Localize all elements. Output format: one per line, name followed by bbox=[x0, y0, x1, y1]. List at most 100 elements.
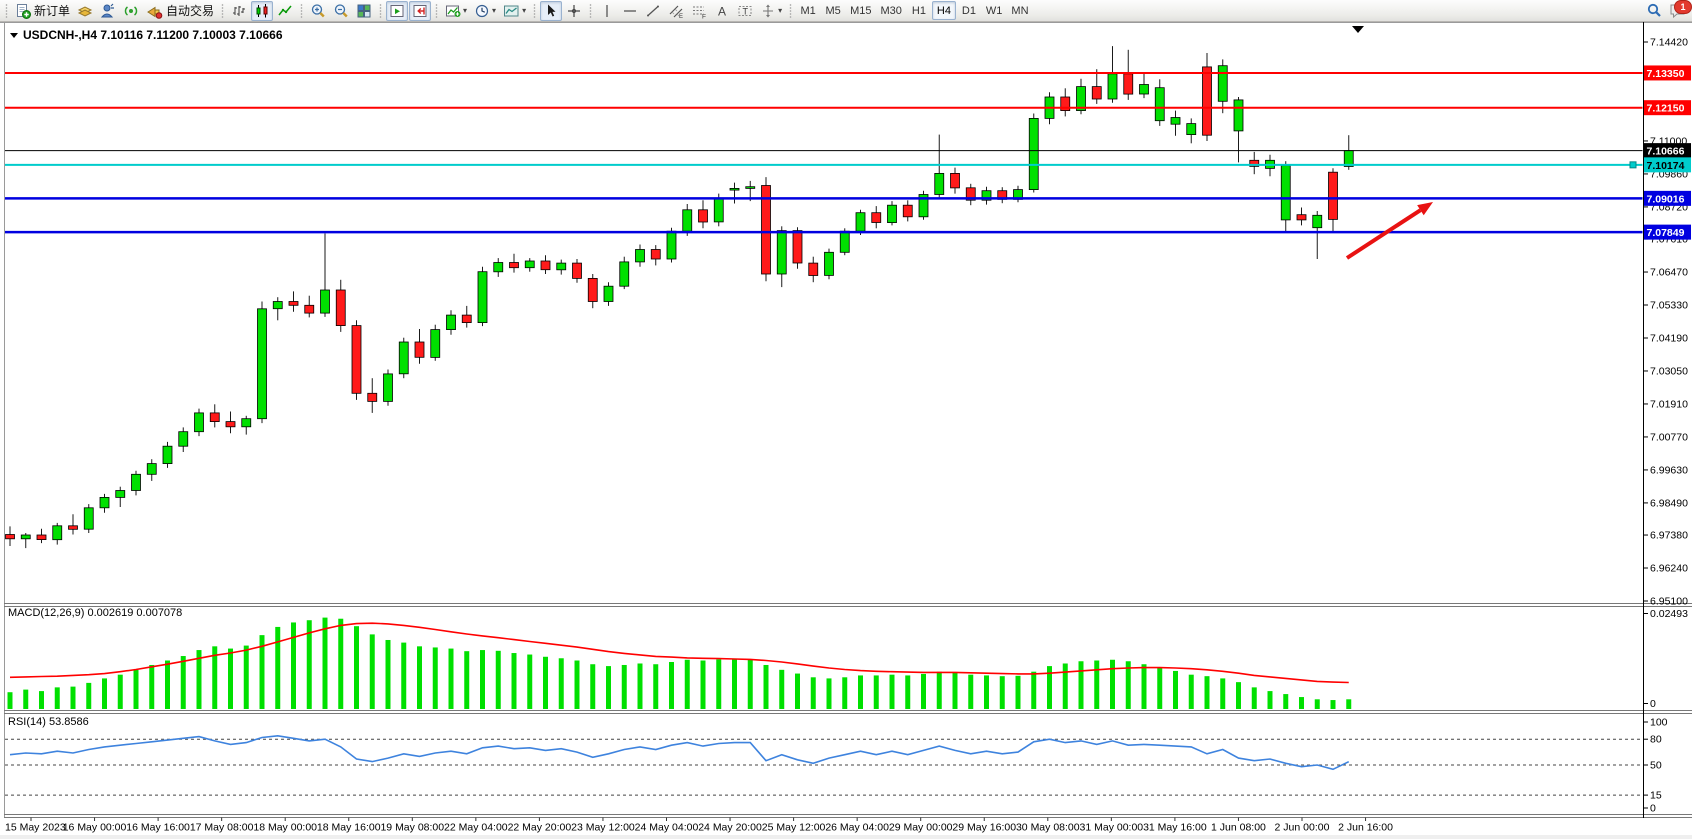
chat-button[interactable]: 1 bbox=[1666, 0, 1692, 21]
candle-bullish bbox=[241, 418, 252, 428]
gold-layers-icon bbox=[77, 5, 93, 17]
time-tick-label: 18 May 16:00 bbox=[317, 822, 381, 834]
macd-histogram-bar bbox=[417, 646, 422, 709]
tile-windows-icon bbox=[357, 4, 371, 17]
toolbar-drag-handle bbox=[4, 2, 9, 19]
cursor-tool-button[interactable] bbox=[540, 0, 563, 21]
text-label-tool-button[interactable]: T bbox=[734, 1, 756, 21]
rsi-line bbox=[9, 734, 1350, 771]
text-tool-button[interactable]: A bbox=[711, 1, 733, 21]
arrows-tool-button[interactable]: ▾ bbox=[757, 1, 785, 21]
candle-bearish bbox=[587, 277, 598, 302]
candle-bullish bbox=[83, 507, 94, 530]
market-watch-button[interactable] bbox=[97, 1, 119, 21]
tile-windows-button[interactable] bbox=[353, 1, 375, 21]
panel-frames bbox=[0, 22, 1692, 839]
macd-histogram-bar bbox=[1094, 660, 1100, 709]
candle-bullish bbox=[934, 172, 945, 195]
ask-line-handle[interactable] bbox=[1629, 161, 1637, 169]
macd-histogram-bar bbox=[338, 618, 344, 709]
zoom-out-button[interactable] bbox=[330, 1, 352, 21]
profiles-button[interactable] bbox=[74, 1, 96, 21]
search-button[interactable] bbox=[1643, 1, 1666, 21]
svg-text:T: T bbox=[743, 6, 749, 16]
auto-scroll-icon bbox=[390, 4, 404, 17]
chart-title: USDCNH-,H4 7.10116 7.11200 7.10003 7.106… bbox=[23, 28, 283, 42]
crosshair-tool-button[interactable] bbox=[563, 1, 585, 21]
horizontal-line-tool-button[interactable] bbox=[619, 1, 641, 21]
candle-bullish bbox=[398, 341, 409, 375]
price-tick-label: 7.05330 bbox=[1650, 300, 1688, 312]
shift-marker[interactable] bbox=[1352, 26, 1364, 33]
macd-histogram-bar bbox=[1314, 699, 1320, 709]
rsi-scale-label: 100 bbox=[1650, 717, 1668, 729]
macd-histogram-bar bbox=[401, 642, 407, 709]
line-chart-mode-button[interactable] bbox=[274, 1, 296, 21]
macd-histogram-bar bbox=[747, 659, 753, 709]
chart-title-bar[interactable]: USDCNH-,H4 7.10116 7.11200 7.10003 7.106… bbox=[10, 28, 283, 42]
candle-bearish bbox=[792, 230, 803, 264]
auto-trading-button[interactable]: 自动交易 bbox=[143, 1, 217, 21]
time-tick-label: 1 Jun 08:00 bbox=[1211, 822, 1266, 834]
time-tick-label: 29 May 16:00 bbox=[952, 822, 1016, 834]
macd-histogram-bar bbox=[637, 663, 643, 709]
time-tick-label: 26 May 04:00 bbox=[825, 822, 889, 834]
candle-bearish bbox=[509, 262, 519, 269]
templates-button[interactable]: ▾ bbox=[500, 1, 529, 21]
chart-shift-button[interactable] bbox=[409, 0, 432, 21]
time-tick-label: 29 May 00:00 bbox=[889, 822, 953, 834]
zoom-in-button[interactable] bbox=[307, 1, 329, 21]
indicators-button[interactable]: ▾ bbox=[442, 1, 470, 21]
tab-timeframe-D1[interactable]: D1 bbox=[961, 4, 976, 17]
channel-tool-button[interactable]: E bbox=[665, 1, 687, 21]
candle-bullish bbox=[635, 249, 645, 263]
auto-scroll-button[interactable] bbox=[386, 0, 409, 21]
trendline-tool-button[interactable] bbox=[642, 1, 664, 21]
price-badge bbox=[1644, 100, 1691, 116]
macd-histogram-bar bbox=[763, 664, 769, 709]
candle-bearish bbox=[1060, 96, 1071, 112]
macd-histogram-bar bbox=[511, 653, 517, 709]
macd-histogram-bar bbox=[732, 659, 737, 709]
chevron-down-icon: ▾ bbox=[463, 6, 468, 15]
signal-icon bbox=[124, 5, 138, 16]
new-order-button[interactable]: 新订单 bbox=[12, 1, 73, 21]
timeframes-menu-button[interactable]: ▾ bbox=[471, 1, 499, 21]
bar-chart-mode-button[interactable] bbox=[228, 1, 250, 21]
time-tick-label: 25 May 12:00 bbox=[762, 822, 826, 834]
candle-bullish bbox=[146, 463, 157, 475]
tab-timeframe-W1[interactable]: W1 bbox=[985, 4, 1003, 17]
macd-histogram-bar bbox=[873, 675, 879, 709]
annotation-arrow[interactable] bbox=[1345, 202, 1433, 260]
macd-histogram-bar bbox=[1220, 678, 1226, 709]
data-window-button[interactable] bbox=[120, 1, 142, 21]
horizontal-lines-layer[interactable] bbox=[5, 72, 1643, 234]
tab-timeframe-M1[interactable]: M1 bbox=[800, 4, 816, 17]
tab-timeframe-M5[interactable]: M5 bbox=[825, 4, 841, 17]
macd-histogram-bar bbox=[1173, 670, 1178, 709]
new-order-label: 新订单 bbox=[34, 4, 71, 18]
tab-timeframe-H1[interactable]: H1 bbox=[911, 4, 926, 17]
rsi-scale-label: 15 bbox=[1650, 790, 1662, 802]
candle-bearish bbox=[351, 325, 362, 394]
price-tick-label: 7.03050 bbox=[1650, 366, 1688, 378]
macd-histogram-bar bbox=[369, 634, 375, 709]
chart-menu-icon[interactable] bbox=[10, 32, 18, 38]
toolbar-separator bbox=[220, 2, 226, 19]
fibonacci-tool-button[interactable]: F bbox=[688, 1, 710, 21]
tab-timeframe-M15[interactable]: M15 bbox=[850, 4, 872, 17]
macd-histogram-bar bbox=[558, 658, 564, 709]
notification-badge: 1 bbox=[1674, 0, 1692, 14]
template-icon bbox=[504, 5, 519, 16]
macd-histogram-bar bbox=[1157, 667, 1163, 709]
tab-timeframe-MN[interactable]: MN bbox=[1011, 4, 1029, 17]
candlestick-mode-button[interactable] bbox=[251, 0, 274, 21]
time-tick-label: 24 May 20:00 bbox=[698, 822, 762, 834]
macd-histogram-bar bbox=[889, 674, 895, 709]
vertical-line-tool-button[interactable] bbox=[596, 1, 618, 21]
tab-timeframe-M30[interactable]: M30 bbox=[880, 4, 902, 17]
candle-bearish bbox=[950, 172, 960, 189]
tab-timeframe-H4[interactable]: H4 bbox=[931, 1, 956, 20]
